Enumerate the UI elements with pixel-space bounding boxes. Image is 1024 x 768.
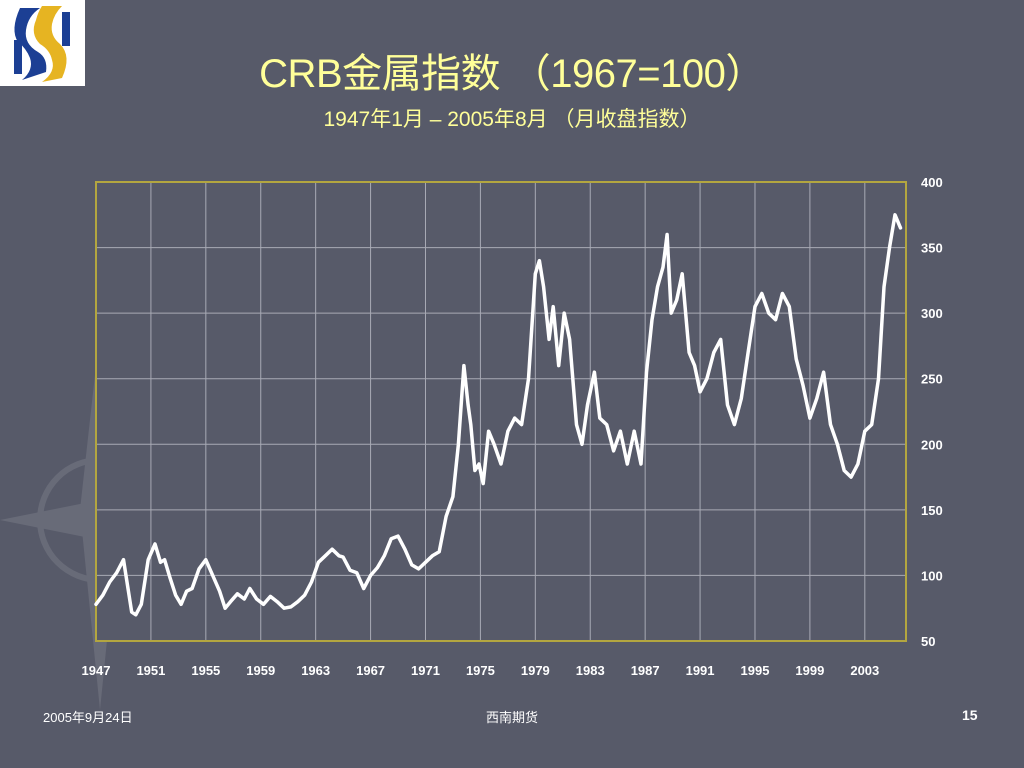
plot-frame [95,181,907,642]
y-tick-label: 300 [921,306,943,321]
y-tick-label: 350 [921,241,943,256]
footer-organization: 西南期货 [485,710,538,725]
page-number: 15 [962,707,978,723]
x-tick-label: 1995 [741,663,770,678]
x-tick-label: 1975 [466,663,495,678]
x-tick-label: 1999 [795,663,824,678]
plot-area [96,182,906,641]
y-tick-label: 150 [921,503,943,518]
y-tick-label: 200 [921,437,943,452]
x-tick-label: 1951 [136,663,165,678]
company-logo [0,0,85,86]
x-tick-label: 1947 [82,663,111,678]
company-s-logo-icon [14,6,70,82]
x-tick-label: 1955 [191,663,220,678]
series-line [94,213,903,617]
x-tick-label: 1963 [301,663,330,678]
x-tick-label: 1987 [631,663,660,678]
slide-title: CRB金属指数 （1967=100） [259,52,765,96]
slide-subtitle: 1947年1月 – 2005年8月 （月收盘指数） [323,108,701,131]
x-tick-label: 1967 [356,663,385,678]
y-tick-label: 400 [921,175,943,190]
x-tick-label: 1979 [521,663,550,678]
y-tick-label: 100 [921,568,943,583]
y-tick-label: 50 [921,634,935,649]
x-tick-label: 1971 [411,663,440,678]
x-tick-label: 2003 [850,663,879,678]
footer-date: 2005年9月24日 [43,710,133,725]
y-tick-label: 250 [921,372,943,387]
x-tick-label: 1991 [686,663,715,678]
x-tick-label: 1959 [246,663,275,678]
x-tick-label: 1983 [576,663,605,678]
